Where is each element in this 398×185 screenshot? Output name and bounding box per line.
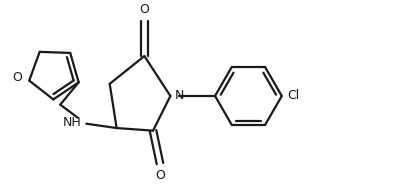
Text: N: N — [175, 89, 184, 102]
Text: NH: NH — [63, 116, 82, 129]
Text: O: O — [139, 3, 149, 16]
Text: Cl: Cl — [287, 90, 299, 102]
Text: O: O — [155, 169, 165, 182]
Text: O: O — [12, 71, 22, 84]
